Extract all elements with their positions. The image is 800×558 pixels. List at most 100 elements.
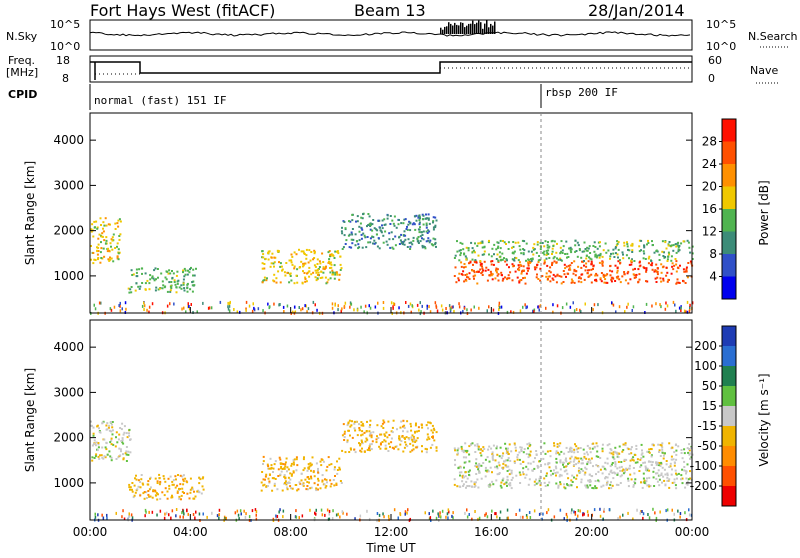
power-cell xyxy=(647,262,650,265)
velocity-cell xyxy=(110,423,113,426)
velocity-cell xyxy=(414,424,417,427)
power-cbtick-label-4: 20 xyxy=(702,180,717,194)
velocity-cell xyxy=(619,469,622,472)
power-cell xyxy=(407,223,410,226)
power-noise-cell xyxy=(349,301,352,305)
power-cell xyxy=(502,240,504,242)
velocity-cell xyxy=(601,447,604,450)
power-cell xyxy=(373,227,376,230)
power-cell xyxy=(465,279,468,282)
velocity-cell xyxy=(391,431,394,434)
power-cell xyxy=(336,250,339,253)
power-cell xyxy=(290,253,293,256)
power-cell xyxy=(560,259,563,262)
velocity-cell xyxy=(361,441,363,444)
power-noise-cell xyxy=(452,305,454,309)
power-cell xyxy=(556,242,558,245)
velocity-cell xyxy=(600,485,603,488)
power-cell xyxy=(358,230,361,233)
power-noise-cell xyxy=(592,308,594,312)
power-cell xyxy=(273,265,275,268)
velocity-noise-cell xyxy=(163,516,166,520)
power-cell xyxy=(377,237,380,240)
velocity-cell xyxy=(145,491,148,494)
velocity-noise-cell xyxy=(382,512,384,516)
velocity-cell xyxy=(477,446,480,449)
velocity-cell xyxy=(97,442,100,444)
power-cell xyxy=(388,238,391,241)
power-cell xyxy=(278,261,280,264)
velocity-cell xyxy=(496,473,499,476)
power-cell xyxy=(393,224,396,227)
velocity-cell xyxy=(650,455,653,458)
power-noise-cell xyxy=(453,309,455,313)
velocity-cell xyxy=(560,474,563,477)
power-cell xyxy=(435,219,438,222)
power-noise-cell xyxy=(674,303,676,307)
velocity-cell xyxy=(370,434,373,437)
power-cell xyxy=(161,280,164,283)
velocity-ylabel: Slant Range [km] xyxy=(23,368,37,472)
power-cell xyxy=(273,261,276,264)
power-cell xyxy=(664,240,667,242)
power-noise-cell xyxy=(685,310,687,314)
velocity-cell xyxy=(475,462,478,465)
power-cell xyxy=(605,281,608,284)
power-cell xyxy=(599,252,602,255)
velocity-cell xyxy=(306,469,309,472)
power-cell xyxy=(552,278,555,281)
velocity-cell xyxy=(321,480,324,483)
power-cell xyxy=(422,245,425,248)
velocity-cell xyxy=(94,455,97,458)
velocity-cell xyxy=(601,450,604,453)
velocity-cell xyxy=(568,484,571,487)
velocity-cell xyxy=(532,460,535,463)
velocity-cell xyxy=(176,491,179,494)
velocity-cell xyxy=(268,481,271,484)
power-cell xyxy=(319,277,322,279)
power-cell xyxy=(637,268,640,271)
velocity-cell xyxy=(646,467,649,470)
power-cell xyxy=(598,245,601,248)
power-cell xyxy=(163,286,166,289)
power-cell xyxy=(679,264,681,267)
power-cell xyxy=(422,214,425,217)
velocity-cell xyxy=(564,487,567,490)
velocity-cell xyxy=(262,455,265,458)
velocity-cell xyxy=(559,481,562,484)
velocity-cell xyxy=(293,458,296,461)
power-cell xyxy=(670,255,673,258)
power-cell xyxy=(435,245,437,248)
power-cell xyxy=(92,262,95,265)
power-cell xyxy=(128,291,131,294)
velocity-cell xyxy=(576,451,579,453)
power-cell xyxy=(501,258,504,261)
velocity-cell xyxy=(428,437,431,440)
velocity-cell xyxy=(671,468,673,471)
velocity-ytick-label-2: 3000 xyxy=(53,385,84,399)
velocity-cell xyxy=(162,475,165,478)
velocity-cell xyxy=(310,475,312,478)
power-cell xyxy=(96,249,99,252)
velocity-cell xyxy=(191,488,194,491)
velocity-cell xyxy=(365,430,368,433)
power-cell xyxy=(524,276,526,279)
velocity-cell xyxy=(387,420,390,423)
power-cell xyxy=(362,232,365,235)
power-noise-cell xyxy=(561,306,564,310)
velocity-cell xyxy=(571,481,574,483)
velocity-cell xyxy=(280,467,283,470)
velocity-cell xyxy=(660,474,663,476)
velocity-cell xyxy=(661,481,663,484)
power-cell xyxy=(569,249,572,252)
power-noise-cell xyxy=(286,304,289,308)
power-cell xyxy=(316,263,319,265)
velocity-cell xyxy=(533,467,536,470)
power-noise-cell xyxy=(187,305,189,309)
power-cell xyxy=(483,246,486,249)
velocity-cell xyxy=(284,461,287,464)
velocity-cell xyxy=(134,477,136,480)
velocity-cell xyxy=(147,480,150,483)
velocity-colorbar-swatch-1 xyxy=(722,346,736,367)
power-cell xyxy=(606,281,609,284)
